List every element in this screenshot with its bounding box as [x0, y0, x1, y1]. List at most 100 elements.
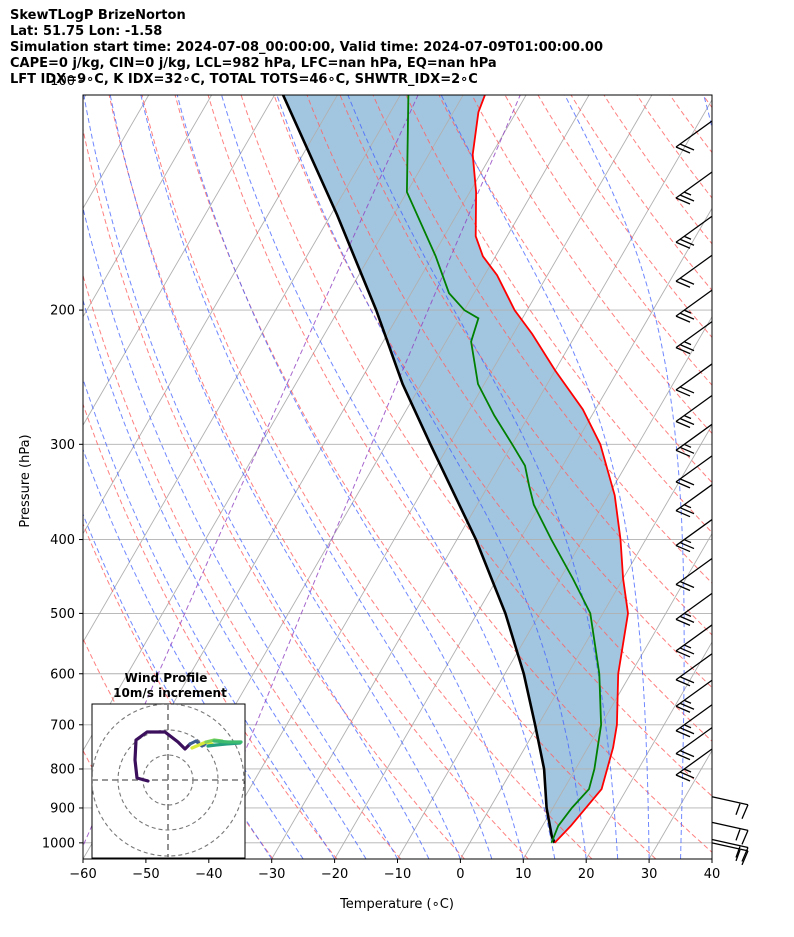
moist-adiabat	[276, 95, 587, 859]
wind-barb-flag	[683, 504, 692, 509]
wind-barb-shaft	[675, 394, 713, 423]
wind-barb-flag	[679, 446, 695, 454]
hodograph-trace	[212, 739, 243, 744]
dry-adiabat	[83, 402, 338, 859]
wind-barb-flag	[679, 312, 695, 320]
hodograph-trace	[190, 740, 214, 750]
wind-barb-shaft	[675, 120, 713, 148]
wind-barb-flag	[675, 241, 691, 249]
station-coords: Lat: 51.75 Lon: -1.58	[10, 24, 163, 39]
x-tick-label: −40	[195, 867, 222, 882]
wind-barb	[675, 748, 713, 782]
station-title: SkewTLogP BrizeNorton	[10, 8, 186, 23]
wind-barb-flag	[675, 650, 691, 658]
moist-adiabat	[83, 447, 304, 859]
wind-barb	[675, 215, 713, 249]
wind-barb-flag	[675, 481, 691, 489]
wind-barb-flag	[679, 277, 695, 285]
wind-barb-flag	[741, 847, 749, 862]
isotherm	[397, 315, 712, 859]
x-tick-label: 10	[515, 867, 532, 882]
inset-subtitle: 10m/s increment	[113, 686, 227, 700]
wind-barb-flag	[741, 850, 749, 866]
isotherm	[83, 95, 213, 318]
y-axis-label: Pressure (hPa)	[18, 434, 33, 527]
wind-barb	[675, 704, 713, 738]
x-tick-label: 30	[641, 867, 658, 882]
wind-barb-flag	[675, 753, 691, 761]
y-tick-label: 200	[50, 304, 75, 319]
wind-barb-flag	[683, 699, 692, 704]
dry-adiabat	[438, 95, 712, 484]
wind-barb-flag	[675, 389, 691, 397]
stability-indices: LFT IDX=9∘C, K IDX=32∘C, TOTAL TOTS=46∘C…	[10, 72, 478, 87]
moist-adiabat	[564, 95, 685, 859]
wind-barb-shaft	[675, 363, 713, 391]
wind-barb	[675, 120, 713, 154]
wind-barb-flag	[683, 341, 692, 346]
y-tick-label: 400	[50, 533, 75, 548]
wind-barb-shaft	[675, 423, 713, 451]
dry-adiabat	[141, 95, 593, 859]
wind-barb-flag	[675, 280, 691, 288]
wind-barb-flag	[675, 583, 691, 592]
wind-barb-flag	[675, 618, 691, 627]
wind-barb-shaft	[675, 215, 713, 243]
wind-barb-flag	[679, 702, 695, 710]
x-tick-label: −30	[258, 867, 285, 882]
isotherm	[83, 95, 401, 644]
temperature-line	[471, 95, 629, 844]
wind-barb-shaft	[675, 484, 713, 512]
wind-barb-shaft	[675, 558, 713, 586]
isotherm	[334, 207, 712, 859]
wind-barb-flag	[675, 146, 691, 154]
dry-adiabat	[405, 95, 712, 534]
dry-adiabat	[372, 95, 712, 584]
wind-barb	[675, 519, 713, 553]
inset-title: Wind Profile	[125, 671, 208, 685]
wind-barb-flag	[679, 750, 695, 758]
wind-barb	[675, 171, 713, 205]
wind-barb	[675, 321, 713, 355]
chart-header: SkewTLogP BrizeNorton Lat: 51.75 Lon: -1…	[10, 8, 603, 88]
wind-profile-inset: Wind Profile 10m/s increment	[91, 671, 246, 859]
x-tick-label: 0	[456, 867, 464, 882]
wind-barb-flag	[679, 344, 695, 352]
dry-adiabat	[273, 95, 712, 742]
moist-adiabat	[176, 95, 524, 859]
wind-barb-shaft	[675, 653, 713, 681]
wind-barb-flag	[679, 417, 695, 426]
wind-barb-shaft	[675, 679, 713, 707]
y-tick-label: 700	[50, 718, 75, 733]
wind-barb-shaft	[711, 842, 749, 852]
wind-barb-flag	[679, 143, 695, 151]
wind-barb-shaft	[675, 704, 713, 732]
moist-adiabat	[140, 95, 493, 859]
wind-barb-flag	[683, 309, 692, 314]
wind-barb-flag	[735, 803, 741, 815]
dry-adiabat	[471, 95, 712, 435]
cape-cin-info: CAPE=0 j/kg, CIN=0 j/kg, LCL=982 hPa, LF…	[10, 56, 497, 71]
dewpoint-line	[405, 95, 603, 844]
wind-barb-flag	[683, 538, 692, 544]
wind-barb	[675, 423, 713, 457]
wind-barb-shaft	[675, 321, 713, 349]
wind-barb-flag	[679, 541, 695, 550]
isotherm	[522, 532, 712, 859]
dry-adiabat	[108, 95, 529, 859]
wind-barb	[675, 455, 713, 489]
isotherm	[83, 95, 87, 101]
cape-shading	[283, 95, 628, 843]
isotherm	[585, 641, 712, 859]
moist-adiabat	[83, 206, 398, 859]
wind-barb-shaft	[675, 727, 713, 755]
wind-barb-flag	[679, 771, 695, 779]
x-tick-label: −50	[132, 867, 159, 882]
wind-barb	[675, 624, 713, 658]
x-tick-label: −20	[321, 867, 348, 882]
wind-barb-flag	[679, 727, 695, 735]
wind-barb-flag	[675, 347, 691, 355]
isotherm	[271, 98, 712, 859]
wind-barb-shaft	[675, 254, 713, 282]
